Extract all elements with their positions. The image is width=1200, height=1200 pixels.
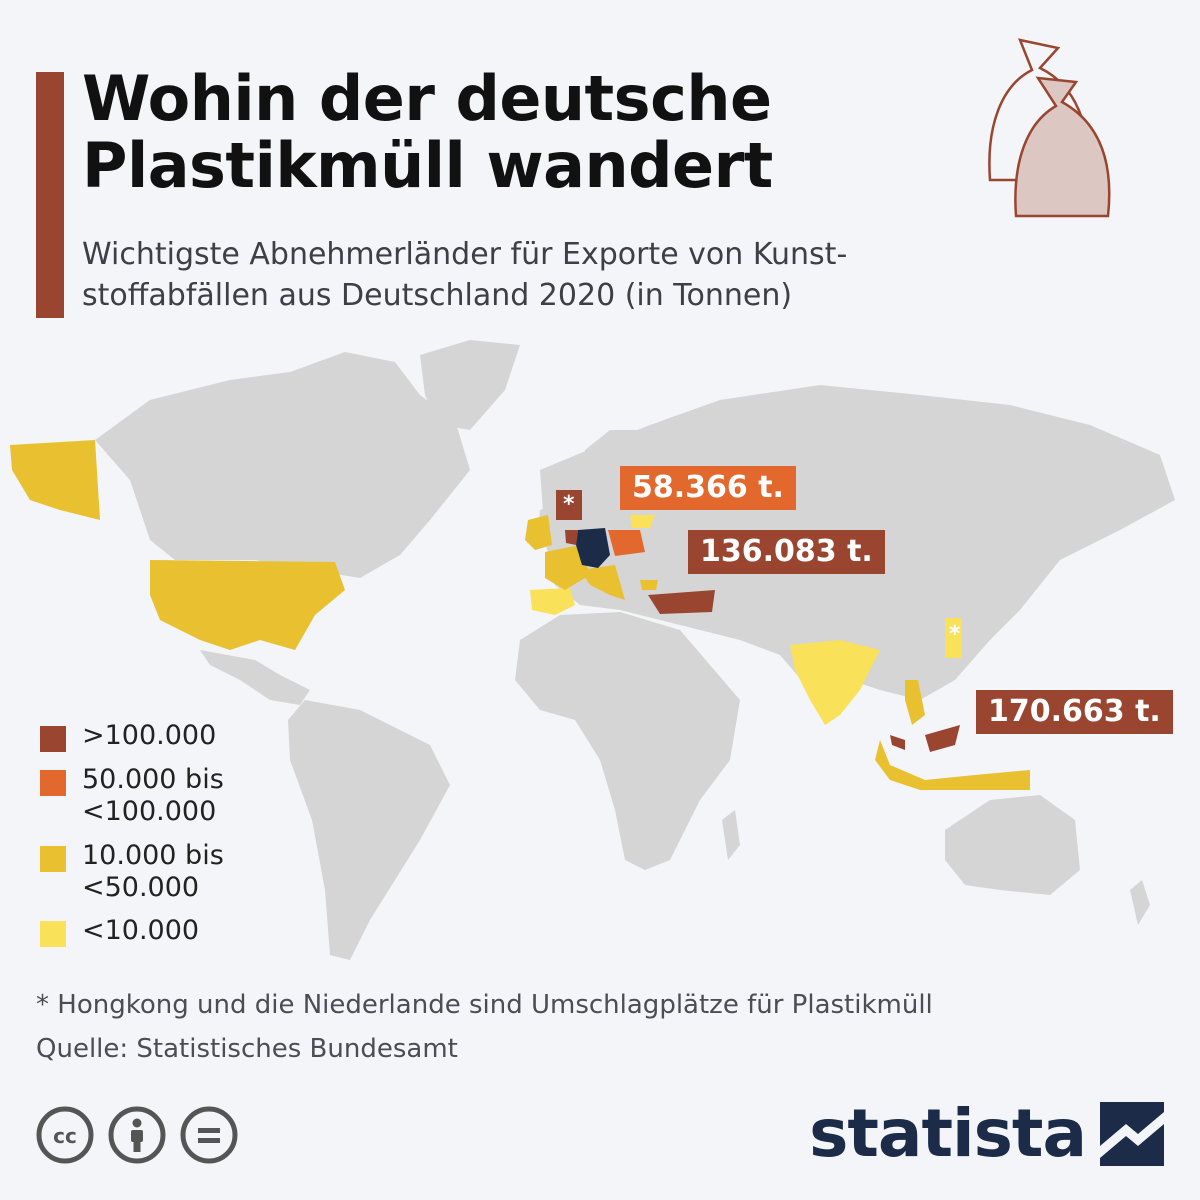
- svg-text:cc: cc: [53, 1124, 77, 1148]
- legend-swatch: [40, 921, 66, 948]
- legend-label: <10.000: [82, 915, 200, 947]
- netherlands: [565, 530, 578, 545]
- hongkong-marker: [945, 618, 962, 658]
- legend-label: 50.000 bis <100.000: [82, 764, 224, 827]
- highlighted-countries: [10, 440, 1030, 790]
- page-title: Wohin der deutsche Plastikmüll wandert: [82, 65, 773, 202]
- poland: [608, 530, 645, 556]
- by-icon[interactable]: [108, 1106, 166, 1164]
- footnote: * Hongkong und die Niederlande sind Umsc…: [36, 990, 933, 1020]
- land-masses: [95, 340, 1175, 960]
- callout-turkey: 136.083 t.: [688, 530, 885, 574]
- callout-malaysia: 170.663 t.: [976, 690, 1173, 734]
- germany: [576, 528, 610, 568]
- australia: [945, 795, 1080, 895]
- brand-name: statista: [809, 1095, 1087, 1172]
- usa: [150, 560, 345, 650]
- spain: [530, 588, 575, 615]
- italy-austria: [580, 565, 625, 600]
- madagascar: [722, 810, 740, 860]
- license-icons: cc: [36, 1106, 238, 1164]
- france: [545, 545, 590, 590]
- legend-label: >100.000: [82, 720, 217, 751]
- callout-netherlands: *: [556, 490, 582, 521]
- central-america: [200, 650, 310, 705]
- nd-icon[interactable]: [180, 1106, 238, 1164]
- legend-label: 10.000 bis <50.000: [82, 839, 224, 903]
- baltic: [630, 515, 655, 528]
- greenland: [420, 340, 520, 430]
- vietnam: [905, 680, 925, 725]
- callout-hongkong: *: [949, 622, 961, 647]
- uk-highlight: [525, 515, 552, 550]
- legend-item: <10.000: [40, 915, 252, 948]
- source-note: Quelle: Statistisches Bundesamt: [36, 1034, 458, 1064]
- new-zealand: [1130, 880, 1150, 925]
- legend-swatch: [40, 845, 66, 872]
- subtitle-line-2: stoffabfällen aus Deutschland 2020 (in T…: [82, 278, 793, 314]
- legend-item: 50.000 bis <100.000: [40, 764, 252, 828]
- statista-logo-icon: [1100, 1101, 1164, 1166]
- legend-item: 10.000 bis <50.000: [40, 840, 252, 904]
- alaska: [10, 440, 100, 520]
- plastic-bag-icon: [988, 38, 1111, 218]
- india: [790, 640, 880, 725]
- africa: [515, 612, 740, 870]
- turkey: [648, 590, 715, 614]
- title-line-1: Wohin der deutsche: [82, 62, 772, 135]
- subtitle: Wichtigste Abnehmerländer für Exporte vo…: [82, 234, 1042, 317]
- malaysia: [890, 735, 905, 750]
- accent-bar: [36, 72, 64, 318]
- statista-logo[interactable]: statista: [809, 1095, 1164, 1172]
- legend: >100.000 50.000 bis <100.000 10.000 bis …: [40, 720, 252, 959]
- legend-swatch: [40, 770, 66, 796]
- callout-poland: 58.366 t.: [620, 466, 796, 510]
- subtitle-line-1: Wichtigste Abnehmerländer für Exporte vo…: [82, 237, 848, 272]
- borneo-malaysia: [925, 725, 960, 752]
- legend-item: >100.000: [40, 720, 252, 752]
- bulgaria: [640, 580, 658, 590]
- south-america: [288, 700, 450, 960]
- japan: [1005, 560, 1030, 605]
- canada: [95, 352, 470, 578]
- cc-icon[interactable]: cc: [36, 1106, 94, 1164]
- legend-swatch: [40, 726, 66, 752]
- title-line-2: Plastikmüll wandert: [82, 128, 773, 202]
- indonesia: [875, 740, 1030, 790]
